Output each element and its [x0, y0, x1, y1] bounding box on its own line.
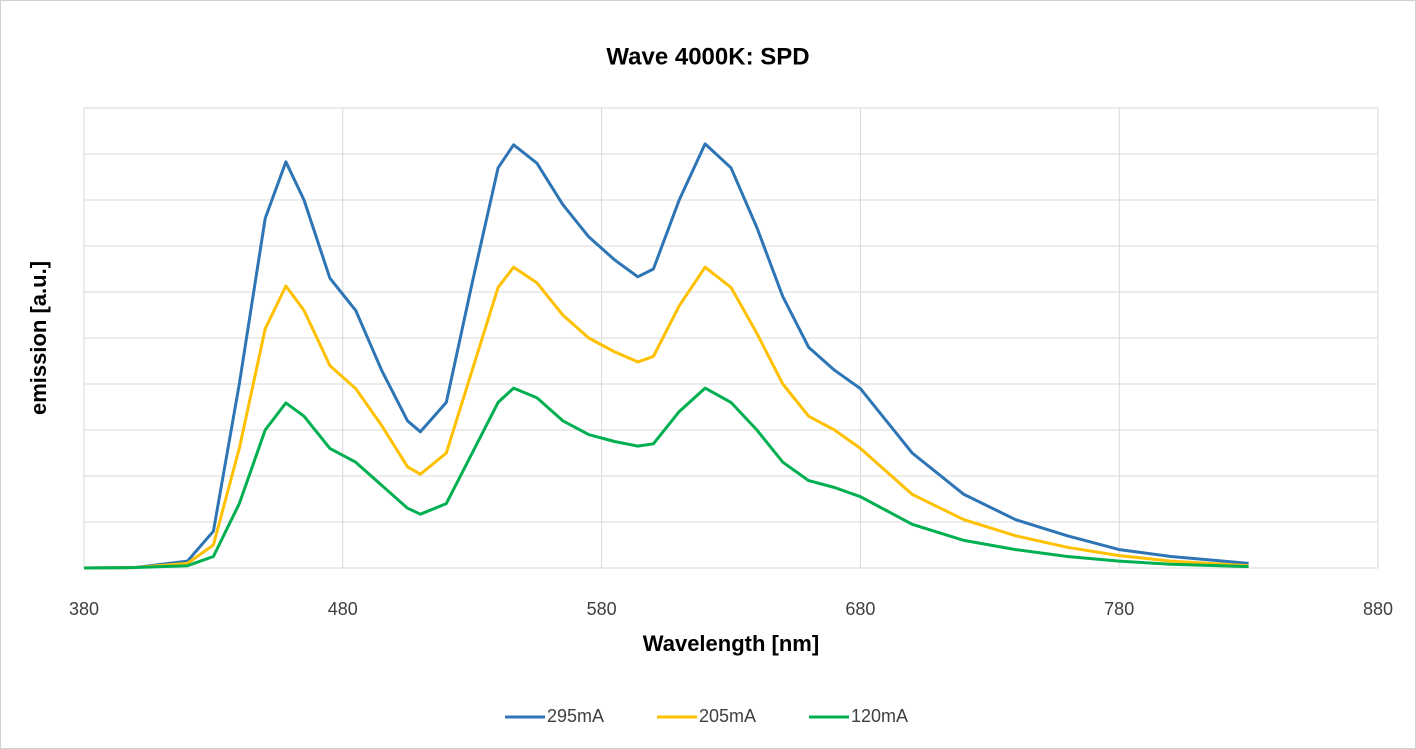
x-tick-label: 480	[328, 599, 358, 619]
x-tick-label: 380	[69, 599, 99, 619]
series-line	[83, 386, 1249, 570]
x-tick-label: 580	[587, 599, 617, 619]
chart-title: Wave 4000K: SPD	[606, 43, 809, 70]
x-tick-label: 880	[1363, 599, 1393, 619]
x-tick-label: 680	[845, 599, 875, 619]
legend-label: 205mA	[699, 706, 756, 726]
x-axis-label: Wavelength [nm]	[643, 631, 819, 656]
legend-label: 120mA	[851, 706, 908, 726]
y-axis-label: emission [a.u.]	[26, 261, 51, 415]
legend-label: 295mA	[547, 706, 604, 726]
series-line	[83, 265, 1249, 570]
x-tick-label: 780	[1104, 599, 1134, 619]
series-line	[83, 142, 1249, 570]
